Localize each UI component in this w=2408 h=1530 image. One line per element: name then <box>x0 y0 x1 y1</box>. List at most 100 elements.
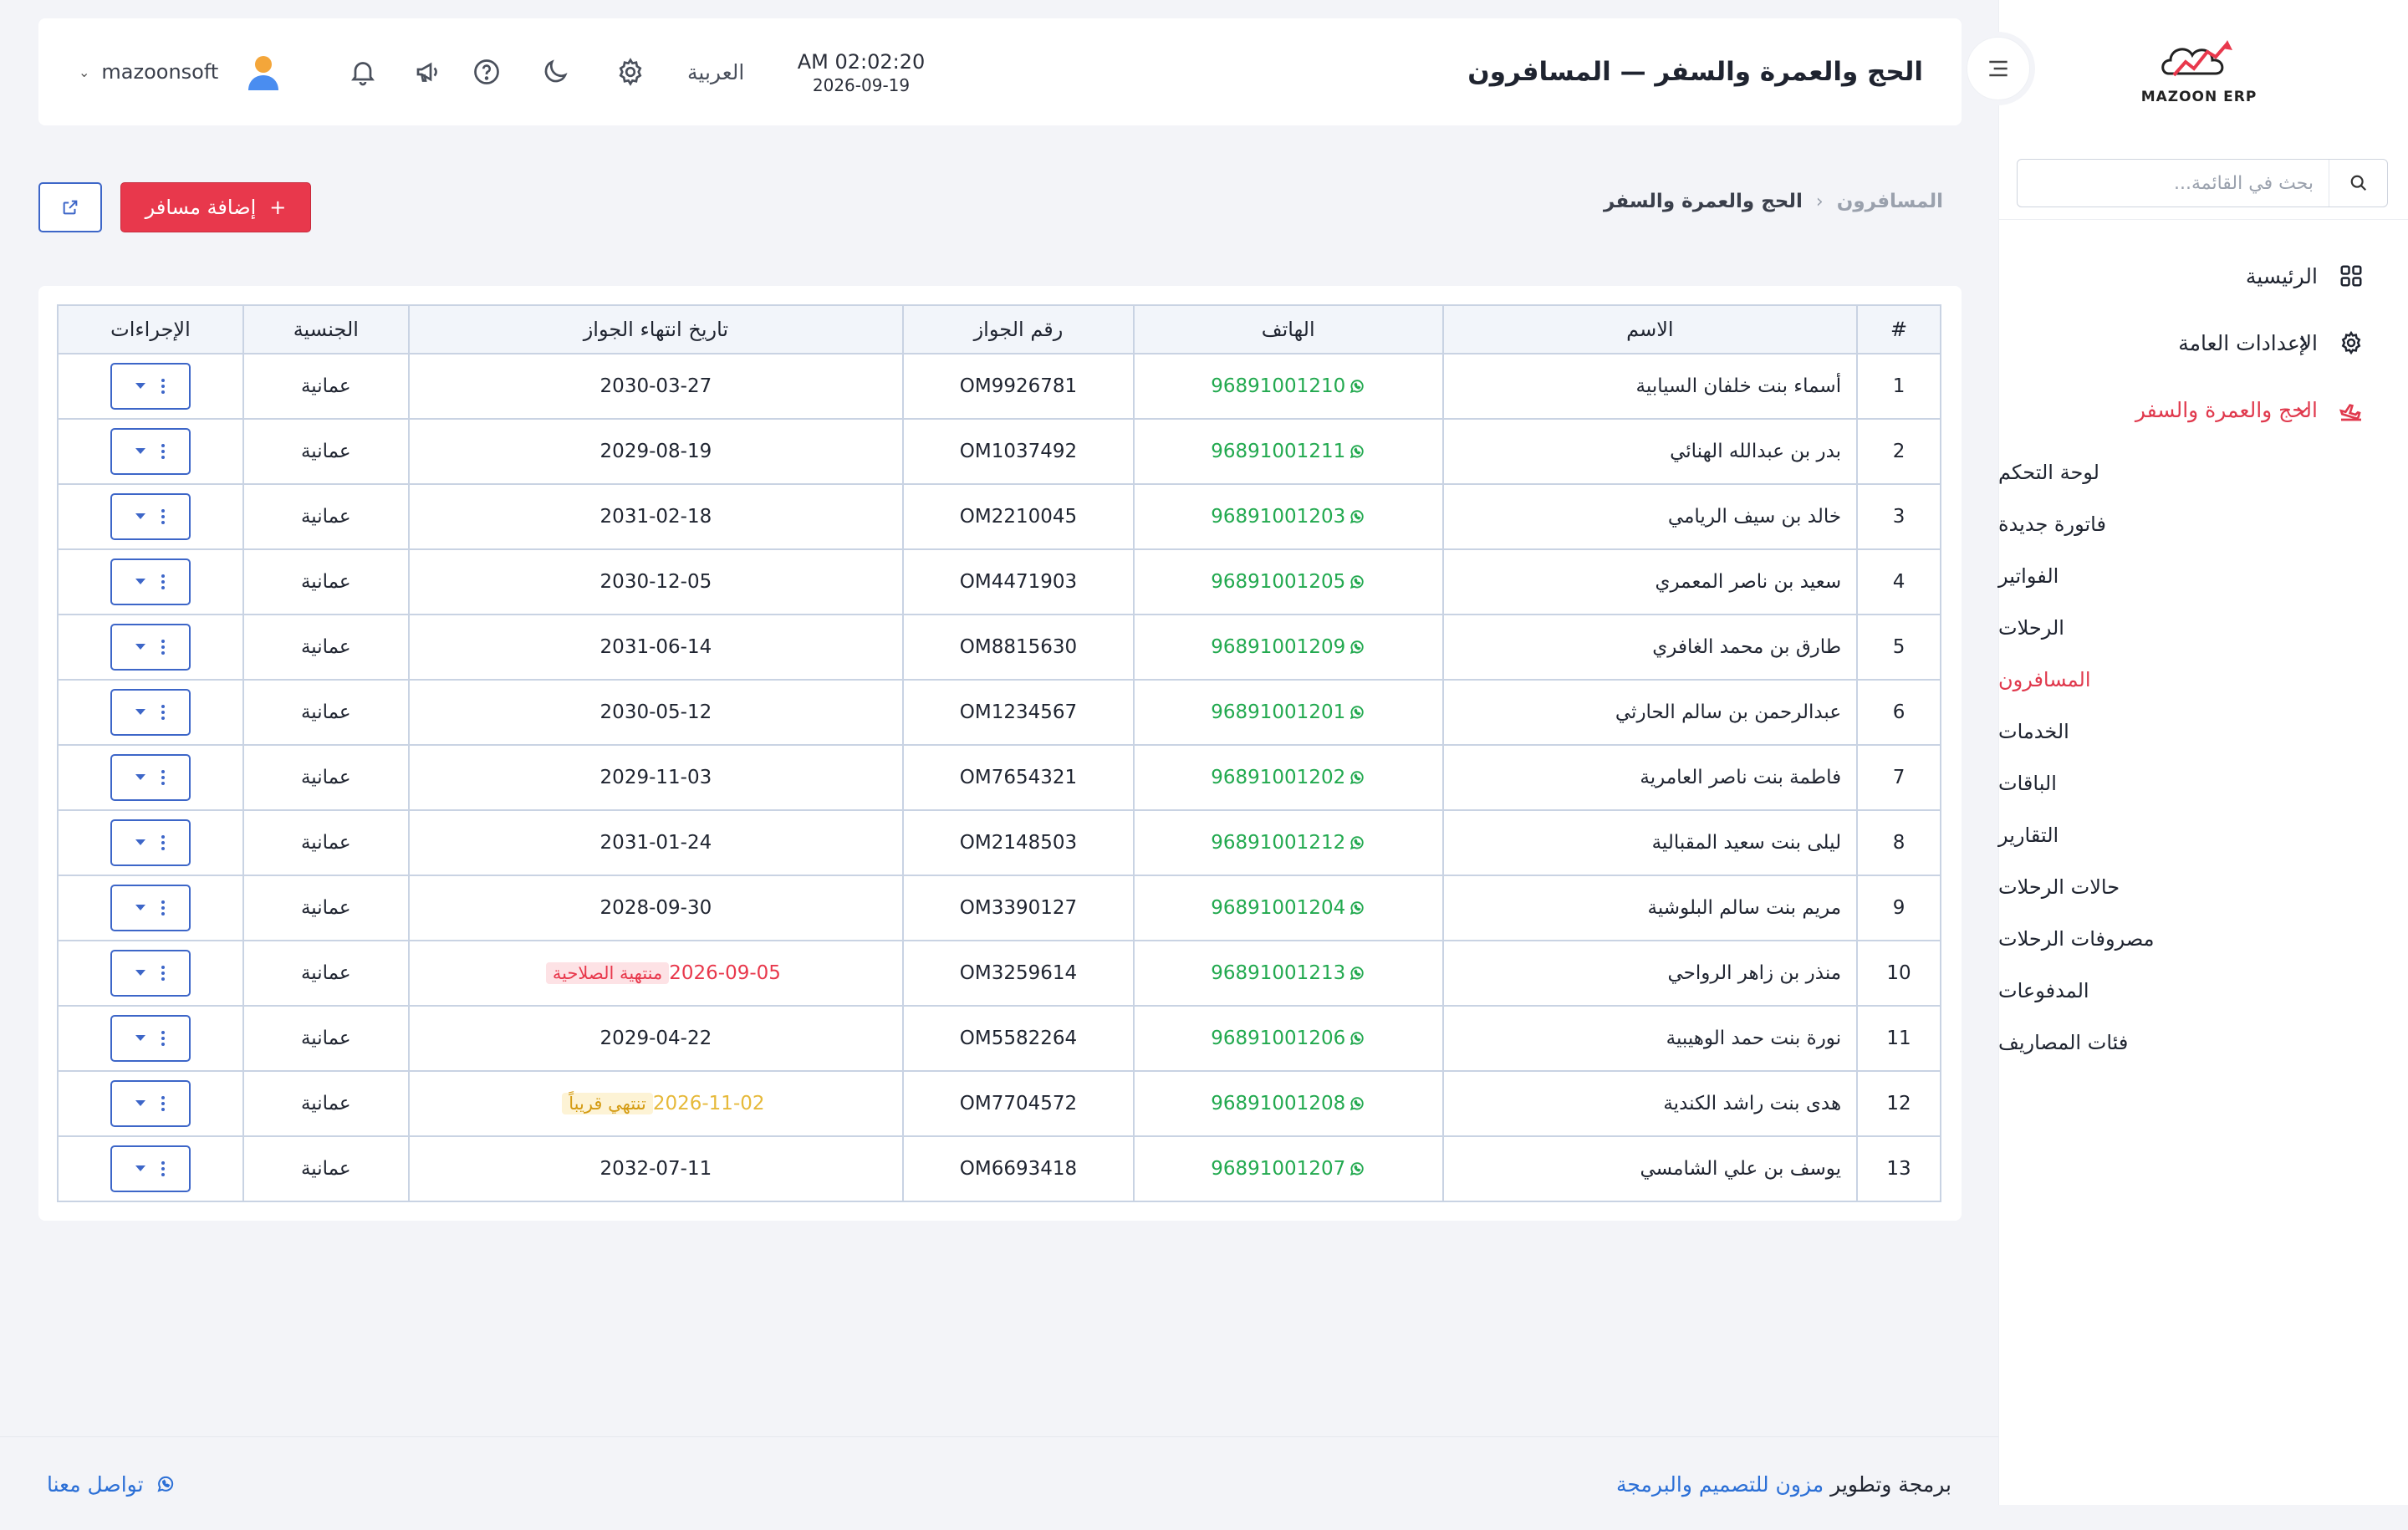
expiry-cell: 2031-02-18 <box>407 483 905 550</box>
megaphone-icon[interactable] <box>410 54 446 90</box>
caret-down-icon <box>135 1165 145 1171</box>
search-icon[interactable] <box>2329 160 2387 207</box>
phone-number: 96891001202 <box>1211 767 1346 788</box>
whatsapp-icon <box>1350 901 1364 915</box>
language-switch[interactable]: العربية <box>687 59 745 84</box>
actions-cell <box>57 940 244 1007</box>
table-row: 8 ليلى بنت سعيد المقبالية 96891001212 OM214… <box>57 809 1941 876</box>
nationality: عمانية <box>242 614 410 681</box>
caret-down-icon <box>135 644 145 650</box>
nationality: عمانية <box>242 940 410 1007</box>
sidebar-subitem-trip-statuses[interactable]: حالات الرحلات <box>1998 875 2120 899</box>
footer-credit: برمجة وتطوير مزون للتصميم والبرمجة <box>1616 1437 1951 1530</box>
settings-icon[interactable] <box>612 54 649 90</box>
row-actions-button[interactable] <box>110 754 191 801</box>
sidebar: MAZOON ERP الرئيسية الإعدادات العامة <box>1998 0 2408 1505</box>
actions-cell <box>57 1005 244 1072</box>
user-menu[interactable]: ⌄ mazoonsoft <box>79 18 218 125</box>
sidebar-subitem-dashboard[interactable]: لوحة التحكم <box>1998 461 2099 484</box>
sidebar-item-settings[interactable]: الإعدادات العامة <box>1998 309 2408 376</box>
sidebar-toggle-button[interactable] <box>1967 37 2030 100</box>
phone-cell[interactable]: 96891001211 <box>1132 418 1444 485</box>
whatsapp-icon <box>1350 706 1364 720</box>
sidebar-item-home[interactable]: الرئيسية <box>1998 242 2408 309</box>
contact-us-link[interactable]: تواصل معنا <box>47 1437 176 1530</box>
sidebar-subnav: لوحة التحكم فاتورة جديدة الفواتير الرحلا… <box>1998 443 2408 1068</box>
whatsapp-icon <box>1350 771 1364 785</box>
gear-icon <box>2336 328 2366 358</box>
expiry-cell: 2026-09-05منتهية الصلاحية <box>407 940 905 1007</box>
sidebar-subitem-packages[interactable]: الباقات <box>1998 772 2057 795</box>
phone-cell[interactable]: 96891001205 <box>1132 548 1444 615</box>
footer: برمجة وتطوير مزون للتصميم والبرمجة تواصل… <box>0 1436 1998 1530</box>
row-actions-button[interactable] <box>110 624 191 671</box>
phone-cell[interactable]: 96891001203 <box>1132 483 1444 550</box>
caret-down-icon <box>135 1100 145 1106</box>
traveler-name: سعيد بن ناصر المعمري <box>1441 548 1859 615</box>
avatar[interactable] <box>242 52 284 94</box>
phone-cell[interactable]: 96891001201 <box>1132 679 1444 746</box>
help-icon[interactable] <box>468 54 505 90</box>
breadcrumb-parent[interactable]: الحج والعمرة والسفر <box>1604 191 1803 212</box>
row-actions-button[interactable] <box>110 1080 191 1127</box>
table-row: 13 يوسف بن علي الشامسي 96891001207 OM669341… <box>57 1135 1941 1202</box>
moon-icon[interactable] <box>537 54 574 90</box>
phone-cell[interactable]: 96891001212 <box>1132 809 1444 876</box>
sidebar-subitem-payments[interactable]: المدفوعات <box>1998 979 2089 1002</box>
row-actions-button[interactable] <box>110 1145 191 1192</box>
phone-cell[interactable]: 96891001204 <box>1132 875 1444 941</box>
sidebar-subitem-invoices[interactable]: الفواتير <box>1998 564 2059 588</box>
sidebar-subitem-reports[interactable]: التقارير <box>1998 824 2059 847</box>
nationality: عمانية <box>242 744 410 811</box>
row-number: 11 <box>1856 1005 1941 1072</box>
phone-cell[interactable]: 96891001210 <box>1132 353 1444 420</box>
expiry-date: 2031-02-18 <box>599 506 712 528</box>
phone-cell[interactable]: 96891001207 <box>1132 1135 1444 1202</box>
sidebar-divider <box>1998 219 2408 220</box>
clock-date: 2026-09-19 <box>812 75 911 95</box>
sidebar-item-hajj[interactable]: الحج والعمرة والسفر <box>1998 376 2408 443</box>
username: mazoonsoft <box>101 60 219 84</box>
row-actions-button[interactable] <box>110 819 191 866</box>
status-badge: منتهية الصلاحية <box>545 962 670 984</box>
external-link-icon <box>63 200 78 215</box>
row-number: 13 <box>1856 1135 1941 1202</box>
external-link-button[interactable] <box>38 182 102 232</box>
logo-text: MAZOON ERP <box>2140 89 2258 105</box>
traveler-name: عبدالرحمن بن سالم الحارثي <box>1441 679 1859 746</box>
sidebar-subitem-expense-categories[interactable]: فئات المصاريف <box>1998 1031 2129 1054</box>
row-actions-button[interactable] <box>110 363 191 410</box>
sidebar-subitem-trips[interactable]: الرحلات <box>1998 616 2064 640</box>
actions-cell <box>57 1070 244 1137</box>
phone-cell[interactable]: 96891001209 <box>1132 614 1444 681</box>
row-actions-button[interactable] <box>110 689 191 736</box>
row-actions-button[interactable] <box>110 950 191 997</box>
kebab-icon <box>161 509 165 524</box>
row-actions-button[interactable] <box>110 428 191 475</box>
sidebar-subitem-travelers[interactable]: المسافرون <box>1998 668 2091 691</box>
column-header-actions: الإجراءات <box>57 304 244 354</box>
add-traveler-label: إضافة مسافر <box>145 196 257 219</box>
phone-number: 96891001209 <box>1211 636 1346 658</box>
footer-credit-link[interactable]: مزون للتصميم والبرمجة <box>1615 1471 1824 1497</box>
sidebar-subitem-new-invoice[interactable]: فاتورة جديدة <box>1998 513 2106 536</box>
sidebar-search-input[interactable] <box>2018 160 2329 207</box>
phone-cell[interactable]: 96891001202 <box>1132 744 1444 811</box>
row-actions-button[interactable] <box>110 1015 191 1062</box>
kebab-icon <box>161 835 165 850</box>
bell-icon[interactable] <box>344 54 381 90</box>
expiry-cell: 2026-11-02تنتهي قريباً <box>407 1070 905 1137</box>
row-actions-button[interactable] <box>110 885 191 931</box>
row-actions-button[interactable] <box>110 493 191 540</box>
add-traveler-button[interactable]: + إضافة مسافر <box>120 182 311 232</box>
phone-cell[interactable]: 96891001206 <box>1132 1005 1444 1072</box>
phone-cell[interactable]: 96891001208 <box>1132 1070 1444 1137</box>
phone-cell[interactable]: 96891001213 <box>1132 940 1444 1007</box>
row-actions-button[interactable] <box>110 558 191 605</box>
sidebar-subitem-services[interactable]: الخدمات <box>1998 720 2069 743</box>
whatsapp-icon <box>156 1476 173 1492</box>
whatsapp-icon <box>1350 966 1364 981</box>
whatsapp-icon <box>1350 575 1364 589</box>
sidebar-subitem-trip-expenses[interactable]: مصروفات الرحلات <box>1998 927 2155 951</box>
logo[interactable]: MAZOON ERP <box>2140 37 2258 112</box>
